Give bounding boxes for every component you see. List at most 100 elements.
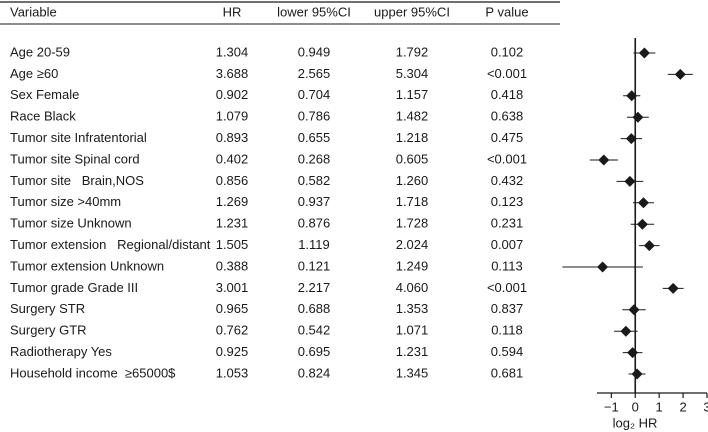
row-label: Tumor extension Unknown (10, 258, 164, 273)
p-value-cell: 0.418 (491, 87, 524, 102)
hr-cell: 0.965 (216, 301, 249, 316)
upper-cell: 1.157 (396, 87, 429, 102)
hr-cell: 0.902 (216, 87, 249, 102)
p-value-cell: 0.681 (491, 365, 524, 380)
hr-cell: 0.893 (216, 130, 249, 145)
p-value-cell: <0.001 (487, 280, 527, 295)
x-tick-label: 2 (679, 399, 686, 414)
hr-point (667, 282, 679, 294)
p-value-cell: 0.475 (491, 130, 524, 145)
upper-cell: 1.792 (396, 44, 429, 59)
hr-point (597, 261, 609, 273)
hr-cell: 1.269 (216, 194, 249, 209)
p-value-cell: 0.837 (491, 301, 524, 316)
p-value-cell: 0.638 (491, 109, 524, 124)
x-axis-label: log₂ HR (613, 415, 658, 430)
lower-cell: 2.217 (298, 280, 331, 295)
hr-point (637, 197, 649, 209)
p-value-cell: 0.432 (491, 173, 524, 188)
hr-point (628, 304, 640, 316)
row-label: Tumor extension Regional/distant (10, 237, 211, 252)
hr-cell: 1.079 (216, 109, 249, 124)
lower-cell: 0.688 (298, 301, 331, 316)
hr-cell: 0.762 (216, 323, 249, 338)
upper-cell: 1.249 (396, 258, 429, 273)
row-label: Age 20-59 (10, 44, 70, 59)
upper-cell: 0.605 (396, 151, 429, 166)
column-header: upper 95%CI (374, 4, 450, 19)
p-value-cell: <0.001 (487, 66, 527, 81)
row-label: Tumor size Unknown (10, 216, 132, 231)
hr-cell: 1.231 (216, 216, 249, 231)
lower-cell: 0.704 (298, 87, 331, 102)
upper-cell: 1.260 (396, 173, 429, 188)
hr-point (631, 368, 643, 380)
hr-point (625, 133, 637, 145)
x-tick-label: 3 (703, 399, 708, 414)
upper-cell: 1.071 (396, 323, 429, 338)
lower-cell: 1.119 (298, 237, 330, 252)
lower-cell: 0.582 (298, 173, 331, 188)
x-tick-label: −1 (604, 399, 619, 414)
column-header: Variable (10, 4, 57, 19)
upper-cell: 5.304 (396, 66, 429, 81)
upper-cell: 1.728 (396, 216, 429, 231)
p-value-cell: 0.123 (491, 194, 524, 209)
hr-cell: 0.388 (216, 258, 249, 273)
hr-cell: 1.053 (216, 365, 249, 380)
row-label: Surgery STR (10, 301, 85, 316)
p-value-cell: <0.001 (487, 151, 527, 166)
x-tick-label: 0 (632, 399, 639, 414)
lower-cell: 0.268 (298, 151, 331, 166)
row-label: Surgery GTR (10, 323, 87, 338)
lower-cell: 0.786 (298, 109, 331, 124)
lower-cell: 0.121 (298, 258, 331, 273)
row-label: Household income ≥65000$ (10, 365, 176, 380)
p-value-cell: 0.118 (491, 323, 523, 338)
hr-cell: 3.688 (216, 66, 249, 81)
p-value-cell: 0.113 (491, 258, 523, 273)
row-label: Radiotherapy Yes (10, 344, 112, 359)
lower-cell: 0.695 (298, 344, 331, 359)
hr-cell: 0.402 (216, 151, 249, 166)
lower-cell: 0.937 (298, 194, 331, 209)
hr-point (632, 111, 644, 123)
hr-cell: 1.505 (216, 237, 249, 252)
column-header: lower 95%CI (277, 4, 351, 19)
row-label: Tumor size >40mm (10, 194, 121, 209)
hr-cell: 0.925 (216, 344, 249, 359)
lower-cell: 0.949 (298, 44, 331, 59)
lower-cell: 0.876 (298, 216, 331, 231)
column-header: P value (485, 4, 528, 19)
hr-point (620, 325, 632, 337)
hr-cell: 0.856 (216, 173, 249, 188)
row-label: Race Black (10, 109, 76, 124)
hr-cell: 3.001 (216, 280, 249, 295)
row-label: Tumor site Infratentorial (10, 130, 147, 145)
lower-cell: 2.565 (298, 66, 331, 81)
upper-cell: 1.345 (396, 365, 429, 380)
hr-point (674, 68, 686, 80)
p-value-cell: 0.231 (491, 216, 524, 231)
row-label: Tumor site Spinal cord (10, 151, 140, 166)
hr-point (643, 240, 655, 252)
p-value-cell: 0.102 (491, 44, 524, 59)
p-value-cell: 0.594 (491, 344, 524, 359)
upper-cell: 1.353 (396, 301, 429, 316)
upper-cell: 2.024 (396, 237, 429, 252)
p-value-cell: 0.007 (491, 237, 524, 252)
hr-point (627, 347, 639, 359)
row-label: Sex Female (10, 87, 79, 102)
upper-cell: 1.231 (396, 344, 429, 359)
upper-cell: 1.718 (396, 194, 429, 209)
hr-point (626, 90, 638, 102)
upper-cell: 1.218 (396, 130, 429, 145)
hr-point (598, 154, 610, 166)
hr-point (636, 218, 648, 230)
upper-cell: 1.482 (396, 109, 429, 124)
x-tick-label: 1 (656, 399, 663, 414)
upper-cell: 4.060 (396, 280, 429, 295)
hr-cell: 1.304 (216, 44, 249, 59)
lower-cell: 0.655 (298, 130, 331, 145)
